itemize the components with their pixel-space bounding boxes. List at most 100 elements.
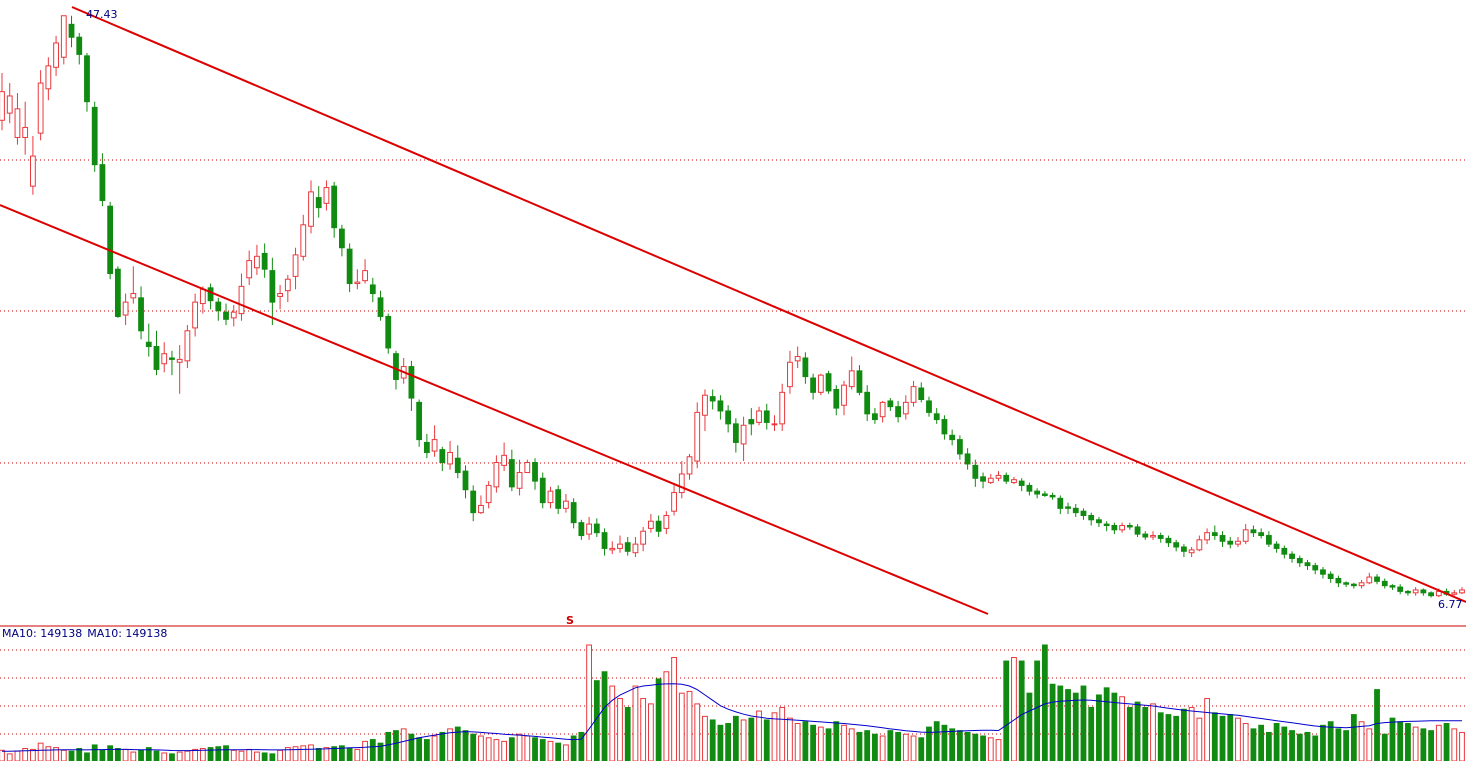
volume-bar xyxy=(833,721,840,762)
candle xyxy=(1412,587,1419,596)
volume-bar xyxy=(995,739,1002,762)
candle xyxy=(114,266,121,318)
candle xyxy=(1289,551,1295,563)
volume-bar xyxy=(918,737,925,762)
volume-bar xyxy=(385,731,392,762)
candle xyxy=(501,442,508,472)
candle-body xyxy=(1265,535,1272,545)
volume-bar xyxy=(1358,721,1365,762)
candle xyxy=(980,472,986,489)
candle xyxy=(532,458,538,490)
volume-bar xyxy=(37,742,44,762)
volume-bar xyxy=(431,735,438,762)
volume-bar xyxy=(462,730,469,762)
candle xyxy=(53,35,59,76)
volume-bar xyxy=(1250,728,1257,762)
volume-bar xyxy=(732,715,739,762)
candle-body xyxy=(902,401,909,415)
volume-bar xyxy=(1049,683,1056,762)
candle-body xyxy=(308,191,314,227)
candle xyxy=(122,293,129,326)
volume-bar xyxy=(841,724,847,762)
candle xyxy=(825,370,832,394)
candle xyxy=(926,396,932,417)
candle-body xyxy=(462,470,469,491)
candle xyxy=(37,70,44,141)
candle-body xyxy=(817,374,824,393)
volume-bar xyxy=(601,671,608,762)
candle xyxy=(624,536,631,556)
candle xyxy=(408,360,415,411)
candle xyxy=(524,459,531,474)
candle xyxy=(864,385,871,421)
candle-body xyxy=(555,489,562,509)
volume-bar xyxy=(539,739,546,762)
candle xyxy=(1304,559,1311,570)
candle xyxy=(771,415,778,432)
candle xyxy=(817,373,824,396)
volume-bar xyxy=(1003,660,1010,762)
candle-body xyxy=(1227,540,1234,545)
volume-bar xyxy=(624,706,631,762)
candle-body xyxy=(0,91,5,121)
candle xyxy=(1065,502,1071,515)
volume-bar xyxy=(1242,723,1249,762)
candle xyxy=(269,257,276,326)
volume-bar xyxy=(1057,685,1064,762)
candle-body xyxy=(1320,569,1326,575)
candle xyxy=(671,485,677,516)
volume-bar xyxy=(532,737,538,762)
candle xyxy=(756,406,762,426)
candle-body xyxy=(393,353,399,380)
candle xyxy=(1119,522,1126,533)
candle xyxy=(609,541,616,555)
candle-body xyxy=(787,361,793,388)
candle xyxy=(1374,574,1380,585)
candle xyxy=(640,526,647,552)
volume-bar xyxy=(60,749,67,762)
candle xyxy=(84,52,90,112)
candle xyxy=(246,250,253,285)
volume-bar xyxy=(1405,723,1411,762)
candle xyxy=(702,389,708,432)
volume-bar xyxy=(447,728,453,762)
volume-bar xyxy=(501,740,508,762)
candle-body xyxy=(1018,480,1025,486)
candle xyxy=(393,350,399,390)
volume-bar xyxy=(184,750,191,762)
candle-body xyxy=(369,284,376,295)
volume-bar xyxy=(771,712,778,762)
candle xyxy=(1350,582,1357,589)
candle-body xyxy=(1103,523,1110,527)
candle-body xyxy=(872,413,878,421)
candle-body xyxy=(493,462,500,488)
candle xyxy=(300,214,307,261)
candle xyxy=(1281,545,1288,559)
candle xyxy=(1126,522,1133,530)
candle xyxy=(632,536,639,558)
candle-body xyxy=(748,419,755,425)
volume-bar xyxy=(647,703,654,762)
candle-body xyxy=(1057,497,1064,509)
candle-body xyxy=(941,419,948,435)
candle xyxy=(431,425,438,457)
volume-bar xyxy=(779,706,786,762)
candle-body xyxy=(300,224,307,257)
price-grid xyxy=(0,159,1466,464)
volume-bar xyxy=(1320,724,1326,762)
candle-body xyxy=(14,108,21,138)
candle xyxy=(362,259,368,284)
candle xyxy=(601,528,608,556)
candle xyxy=(454,445,461,479)
volume-bar xyxy=(1181,708,1187,762)
candle xyxy=(779,383,786,432)
candle-body xyxy=(1350,583,1357,587)
candle-body xyxy=(1312,565,1319,571)
candle xyxy=(130,266,137,304)
candle xyxy=(261,243,268,278)
candle xyxy=(663,511,670,535)
candle xyxy=(655,515,662,537)
candle-body xyxy=(1242,529,1249,542)
candle-body xyxy=(663,514,670,529)
candle-body xyxy=(1080,510,1087,516)
